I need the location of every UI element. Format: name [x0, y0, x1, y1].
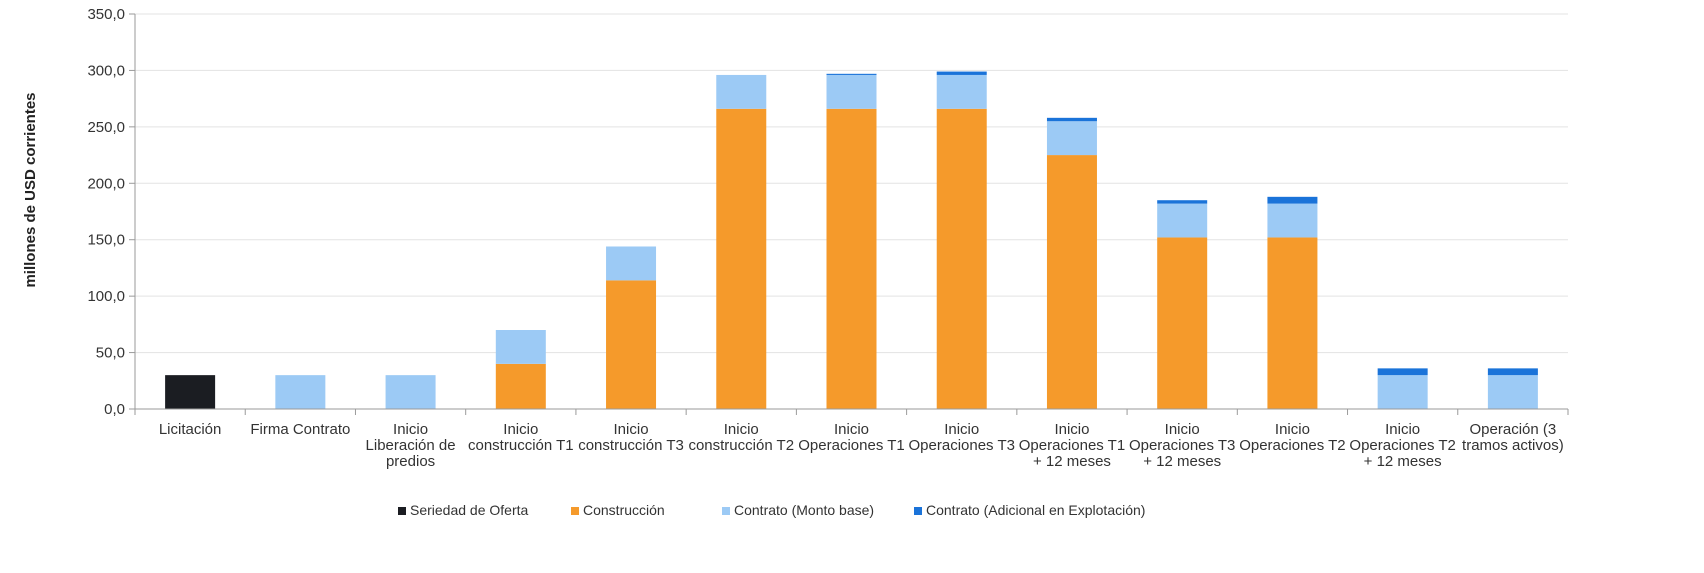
- x-tick-label: Inicio construcción T1: [468, 421, 574, 454]
- y-tick-label: 100,0: [87, 288, 125, 305]
- legend-swatch: [398, 507, 406, 515]
- x-tick-label: Inicio Operaciones T2 + 12 meses: [1349, 421, 1455, 470]
- bar-layer: [165, 71, 1538, 410]
- bar-segment-series-2: [385, 375, 436, 409]
- bar-segment-series-2: [1487, 375, 1538, 409]
- y-tick-label: 150,0: [87, 232, 125, 249]
- legend: Seriedad de Oferta Construcción Contrato (…: [398, 502, 1145, 518]
- bar-segment-series-2: [716, 74, 767, 109]
- x-tick-label: Operación (3 tramos activos): [1462, 421, 1564, 454]
- bar-segment-series-2: [1157, 203, 1208, 238]
- x-tick-label: Inicio Operaciones T1: [798, 421, 904, 454]
- bar-segment-series-3: [936, 71, 987, 75]
- legend-label: Contrato (Adicional en Explotación): [926, 502, 1145, 518]
- y-tick-label: 300,0: [87, 62, 125, 79]
- legend-swatch: [571, 507, 579, 515]
- bar-segment-series-3: [1487, 368, 1538, 376]
- bar-segment-series-0: [165, 375, 216, 409]
- bar-segment-series-2: [1267, 203, 1318, 238]
- bar-segment-series-1: [495, 363, 546, 409]
- legend-swatch: [722, 507, 730, 515]
- x-tick-label: Licitación: [159, 421, 222, 438]
- y-tick-label: 50,0: [96, 345, 125, 362]
- x-tick-label: Inicio construcción T2: [688, 421, 794, 454]
- legend-item: Seriedad de Oferta: [398, 502, 529, 518]
- y-tick-label: 250,0: [87, 119, 125, 136]
- bar-segment-series-2: [1046, 121, 1097, 156]
- axis-layer: 0,0 50,0 100,0 150,0 200,0 250,0 300,0 350,0 Lic…: [87, 6, 1569, 470]
- bar-segment-series-2: [275, 375, 326, 409]
- legend-label: Construcción: [583, 502, 665, 518]
- x-tick-label: Inicio Operaciones T2: [1239, 421, 1345, 454]
- y-tick-label: 0,0: [104, 401, 125, 418]
- x-tick-label: Inicio Operaciones T1 + 12 meses: [1019, 421, 1125, 470]
- bar-segment-series-3: [826, 73, 877, 75]
- bar-segment-series-1: [606, 280, 657, 409]
- bar-segment-series-1: [826, 108, 877, 410]
- legend-item: Construcción: [571, 502, 665, 518]
- bar-segment-series-2: [826, 74, 877, 109]
- bar-segment-series-3: [1157, 200, 1208, 204]
- bar-segment-series-2: [495, 330, 546, 364]
- legend-item: Contrato (Adicional en Explotación): [914, 502, 1145, 518]
- bar-segment-series-2: [936, 74, 987, 109]
- legend-label: Seriedad de Oferta: [410, 502, 529, 518]
- bar-segment-series-1: [1157, 237, 1208, 409]
- x-tick-label: Inicio construcción T3: [578, 421, 684, 454]
- bar-segment-series-3: [1267, 196, 1318, 204]
- legend-item: Contrato (Monto base): [722, 502, 874, 518]
- y-tick-label: 200,0: [87, 175, 125, 192]
- x-tick-label: Inicio Operaciones T3: [909, 421, 1015, 454]
- legend-swatch: [914, 507, 922, 515]
- bar-segment-series-2: [1377, 375, 1428, 409]
- x-tick-label: Inicio Liberación de predios: [366, 421, 456, 470]
- bar-segment-series-3: [1377, 368, 1428, 376]
- legend-label: Contrato (Monto base): [734, 502, 874, 518]
- x-tick-label: Firma Contrato: [250, 421, 350, 438]
- bar-segment-series-1: [936, 108, 987, 410]
- bar-segment-series-1: [1267, 237, 1318, 409]
- bar-segment-series-2: [606, 246, 657, 281]
- y-axis-label: millones de USD corrientes: [22, 92, 39, 287]
- bar-segment-series-1: [1046, 155, 1097, 409]
- bar-segment-series-3: [1046, 117, 1097, 122]
- y-tick-label: 350,0: [87, 6, 125, 23]
- bar-segment-series-1: [716, 108, 767, 410]
- x-tick-label: Inicio Operaciones T3 + 12 meses: [1129, 421, 1235, 470]
